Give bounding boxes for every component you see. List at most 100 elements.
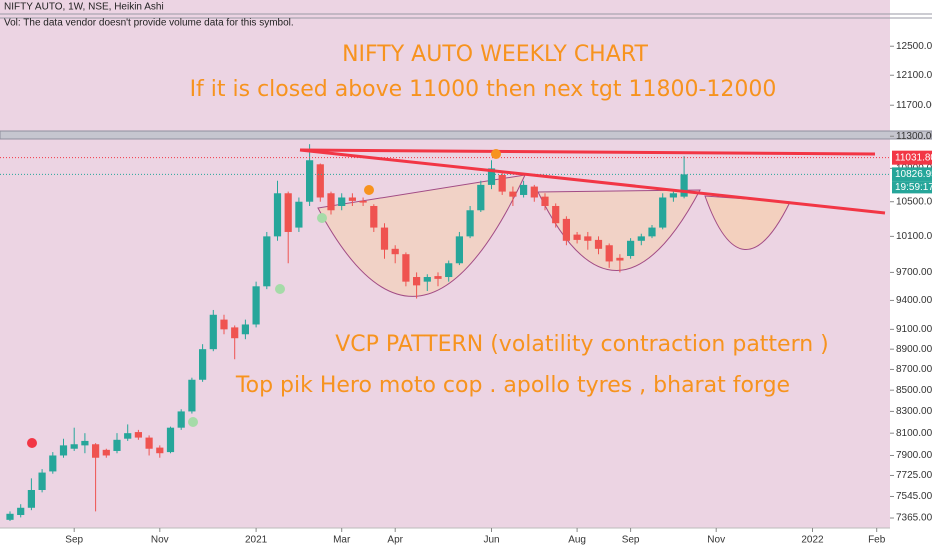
candle-body [659, 197, 667, 228]
candle-body [498, 174, 506, 192]
candle-body [477, 184, 485, 211]
y-tick-label: 7725.00 [896, 470, 932, 481]
x-tick-label: Jun [483, 535, 499, 546]
candle-body [145, 437, 153, 449]
candle-body [552, 205, 560, 224]
candle-body [27, 490, 35, 508]
candle-body [562, 218, 570, 241]
candle-body [680, 174, 688, 197]
y-tick-label: 12100.00 [896, 70, 932, 81]
candle-body [231, 327, 239, 339]
candle-body [509, 191, 517, 197]
annotation: Top pik Hero moto cop . apollo tyres , b… [235, 373, 790, 398]
x-tick-label: Nov [707, 535, 725, 546]
candle-body [380, 227, 389, 250]
countdown-box [892, 181, 932, 194]
candle-body [402, 254, 410, 282]
x-tick-label: Apr [387, 535, 403, 546]
candle-body [124, 433, 132, 439]
price-tag-label: 11031.80 [895, 152, 932, 163]
y-tick-label: 8700.00 [896, 364, 932, 375]
price-tag [892, 167, 932, 182]
x-tick-label: Nov [151, 535, 169, 546]
candle-body [38, 472, 46, 491]
candle-body [220, 319, 228, 330]
chart-subtitle: Vol: The data vendor doesn't provide vol… [4, 18, 294, 29]
y-axis-background [890, 0, 932, 550]
y-tick-label: 10100.00 [896, 231, 932, 242]
candle-body [49, 455, 57, 472]
x-tick-label: Aug [568, 535, 586, 546]
y-tick-label: 12500.00 [896, 41, 932, 52]
chart-title: NIFTY AUTO, 1W, NSE, Heikin Ashi [4, 2, 164, 13]
y-tick-label: 9700.00 [896, 267, 932, 278]
signal-dot [27, 438, 37, 448]
candle-body [177, 411, 185, 428]
y-tick-label: 9100.00 [896, 324, 932, 335]
trendline [299, 148, 886, 215]
candle-body [263, 236, 271, 287]
y-tick-label: 10500.00 [896, 196, 932, 207]
candle-body [188, 379, 196, 412]
candle-body [6, 513, 14, 520]
y-tick-label: 7365.00 [896, 513, 932, 524]
candle-body [359, 200, 367, 203]
x-tick-label: 2022 [801, 535, 824, 546]
trendline [299, 148, 876, 156]
y-tick-label: 7545.00 [896, 491, 932, 502]
candle-body [284, 193, 292, 232]
x-tick-label: Mar [333, 535, 351, 546]
candle-body [669, 193, 677, 198]
y-tick-label: 7900.00 [896, 450, 932, 461]
candle-body [70, 444, 78, 449]
candle-body [530, 186, 538, 198]
candle-body [156, 447, 164, 454]
price-tag-label: 10826.95 [895, 169, 932, 180]
y-tick-label: 8900.00 [896, 344, 932, 355]
candle-body [520, 184, 528, 195]
candle-body [423, 277, 431, 282]
signal-dot [188, 417, 198, 427]
y-tick-label: 11300.00 [896, 131, 932, 142]
candle-body [81, 440, 89, 446]
x-tick-label: 2021 [245, 535, 268, 546]
candle-body [59, 445, 68, 456]
candle-body [92, 444, 100, 458]
candle-body [605, 245, 613, 262]
signal-dot [364, 185, 374, 195]
candle-body [295, 201, 303, 228]
candle-body [241, 324, 249, 335]
candle-body [455, 236, 463, 264]
y-tick-label: 9400.00 [896, 295, 932, 306]
candle-body [584, 236, 592, 241]
y-tick-label: 11700.00 [896, 100, 932, 111]
candle-body [627, 240, 635, 257]
x-tick-label: Feb [868, 535, 886, 546]
candle-body [594, 239, 603, 249]
candle-body [434, 276, 442, 279]
cup-drawing [317, 174, 526, 297]
candle-body [327, 193, 335, 211]
x-tick-label: Sep [622, 535, 640, 546]
candle-body [348, 197, 356, 201]
candle-body [648, 227, 656, 237]
cup-drawing [704, 195, 791, 250]
y-tick-label: 8500.00 [896, 385, 932, 396]
x-tick-label: Sep [65, 535, 83, 546]
candle-body [209, 314, 217, 350]
candle-body [102, 449, 110, 456]
signal-dot [275, 284, 285, 294]
y-tick-label: 8300.00 [896, 406, 932, 417]
candle-body [113, 439, 121, 451]
candle-body [252, 286, 260, 325]
candle-body [199, 349, 207, 380]
y-tick-label: 8100.00 [896, 428, 932, 439]
price-tag [892, 150, 932, 165]
candle-body [413, 277, 421, 286]
candle-body [17, 507, 25, 515]
candle-body [134, 432, 142, 438]
candle-body [573, 234, 581, 240]
candle-body [338, 197, 346, 206]
resistance-band [0, 130, 932, 140]
